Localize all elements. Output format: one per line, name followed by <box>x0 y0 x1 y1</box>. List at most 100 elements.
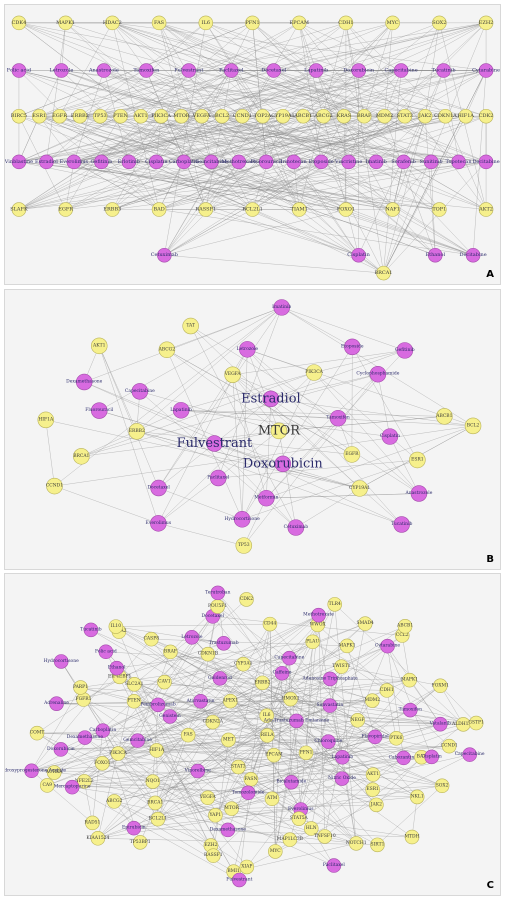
gene-node-circle <box>397 108 413 124</box>
node-label: CAV1 <box>158 679 171 685</box>
edge <box>157 616 213 705</box>
node-dexamethasone: Dexamethasone <box>67 730 103 745</box>
node-abcb1: ABCB1 <box>396 618 413 634</box>
node-label: Cytarabine <box>472 68 500 74</box>
node-label: Cisplatin <box>380 433 400 439</box>
edge <box>228 739 418 798</box>
gene-node-circle <box>157 674 172 690</box>
edge <box>18 115 263 163</box>
edge <box>99 410 283 465</box>
node-mtdh: MTDH <box>404 829 420 845</box>
drug-node-circle <box>369 365 387 383</box>
node-cisplatin: Cisplatin <box>145 154 168 170</box>
node-label: MYC <box>270 848 281 854</box>
node-label: BRAF <box>164 648 177 654</box>
edge <box>146 70 344 117</box>
node-brca1: BRCA1 <box>374 265 392 281</box>
drug-node-circle <box>66 154 82 170</box>
node-label: MET <box>223 736 234 742</box>
node-label: HIF1A <box>457 113 474 119</box>
edge <box>60 741 329 750</box>
drug-node-circle <box>150 515 167 532</box>
edge <box>97 736 376 839</box>
node-label: MAPK1 <box>56 20 75 26</box>
edge <box>363 22 393 117</box>
node-label: POU5F1 <box>208 603 227 609</box>
gene-node-circle <box>106 794 122 809</box>
node-tucatinib: Tucatinib <box>432 63 456 78</box>
edge <box>79 70 189 117</box>
node-nitric-oxide: Nitric Oxide <box>328 771 356 786</box>
edge <box>112 115 344 210</box>
edge <box>384 116 436 256</box>
node-label: NEGF <box>351 717 365 723</box>
edge <box>247 349 402 525</box>
edge <box>120 116 184 163</box>
drug-node-circle <box>329 409 347 427</box>
node-label: Cabozantinib <box>389 754 419 760</box>
node-cetuximab: Cetuximab <box>151 247 178 263</box>
node-docetaxel: Docetaxel <box>261 63 287 78</box>
drug-node-circle <box>465 247 481 263</box>
node-capecitabine: Capecitabine <box>455 747 485 762</box>
node-label: Simvastatin <box>316 702 343 708</box>
drug-node-circle <box>109 660 125 676</box>
drug-node-circle <box>64 779 80 795</box>
drug-node-circle <box>286 154 301 170</box>
node-tlr4: TLR4 <box>327 597 343 612</box>
drug-node-circle <box>334 771 350 786</box>
node-doxorubicin: Doxorubicin <box>47 742 75 757</box>
edge <box>99 345 159 489</box>
node-label: KRAS <box>337 113 352 119</box>
drug-node-circle <box>351 247 366 263</box>
edge <box>73 22 440 163</box>
edge <box>217 592 343 779</box>
node-label: Letrozole <box>181 634 203 640</box>
node-label: ESR1 <box>411 456 424 462</box>
edge <box>273 22 393 71</box>
node-label: CA9 <box>42 782 52 788</box>
node-label: MAPK1 <box>401 677 418 683</box>
edge <box>73 115 263 163</box>
gene-node-circle <box>255 675 270 691</box>
node-label: Chloroquine <box>314 738 342 744</box>
gene-node-circle <box>147 795 163 811</box>
node-label: SOX2 <box>432 20 446 26</box>
edge <box>271 658 290 799</box>
node-twist1: TWIST1 <box>332 659 351 674</box>
gene-node-circle <box>409 451 426 469</box>
edge <box>136 431 352 455</box>
drug-node-circle <box>313 154 329 170</box>
node-casp8: CASP8 <box>144 631 159 647</box>
node-label: Bicalutamide <box>276 779 306 785</box>
node-abcb1: ABCB1 <box>293 108 312 124</box>
node-cisplatin: Cisplatin <box>380 428 400 445</box>
node-il6: IL6 <box>259 708 274 723</box>
edge <box>181 410 390 437</box>
gene-node-circle <box>365 767 381 782</box>
node-akt1: AKT1 <box>133 108 149 124</box>
edge <box>392 161 404 210</box>
edge <box>299 22 402 71</box>
gene-node-circle <box>182 317 199 335</box>
edge <box>188 22 487 71</box>
edge <box>384 115 459 163</box>
node-label: MTOR <box>258 423 301 438</box>
edge <box>303 22 393 117</box>
edge <box>140 70 487 117</box>
drug-node-circle <box>212 671 228 686</box>
gene-node-circle <box>417 108 433 124</box>
node-label: Paclitaxel <box>207 475 229 481</box>
node-mapk1: MAPK1 <box>401 672 418 688</box>
drug-node-circle <box>322 671 338 687</box>
drug-node-circle <box>424 749 439 765</box>
edge <box>190 325 339 419</box>
drug-node-circle <box>150 479 167 497</box>
drug-node-circle <box>478 154 494 170</box>
node-label: Fulvestrant <box>177 436 253 451</box>
edge <box>299 22 404 163</box>
edge <box>102 672 283 764</box>
gene-node-circle <box>11 15 27 31</box>
edge <box>213 739 229 856</box>
node-tp53bp1: TP53BP1 <box>130 835 151 850</box>
